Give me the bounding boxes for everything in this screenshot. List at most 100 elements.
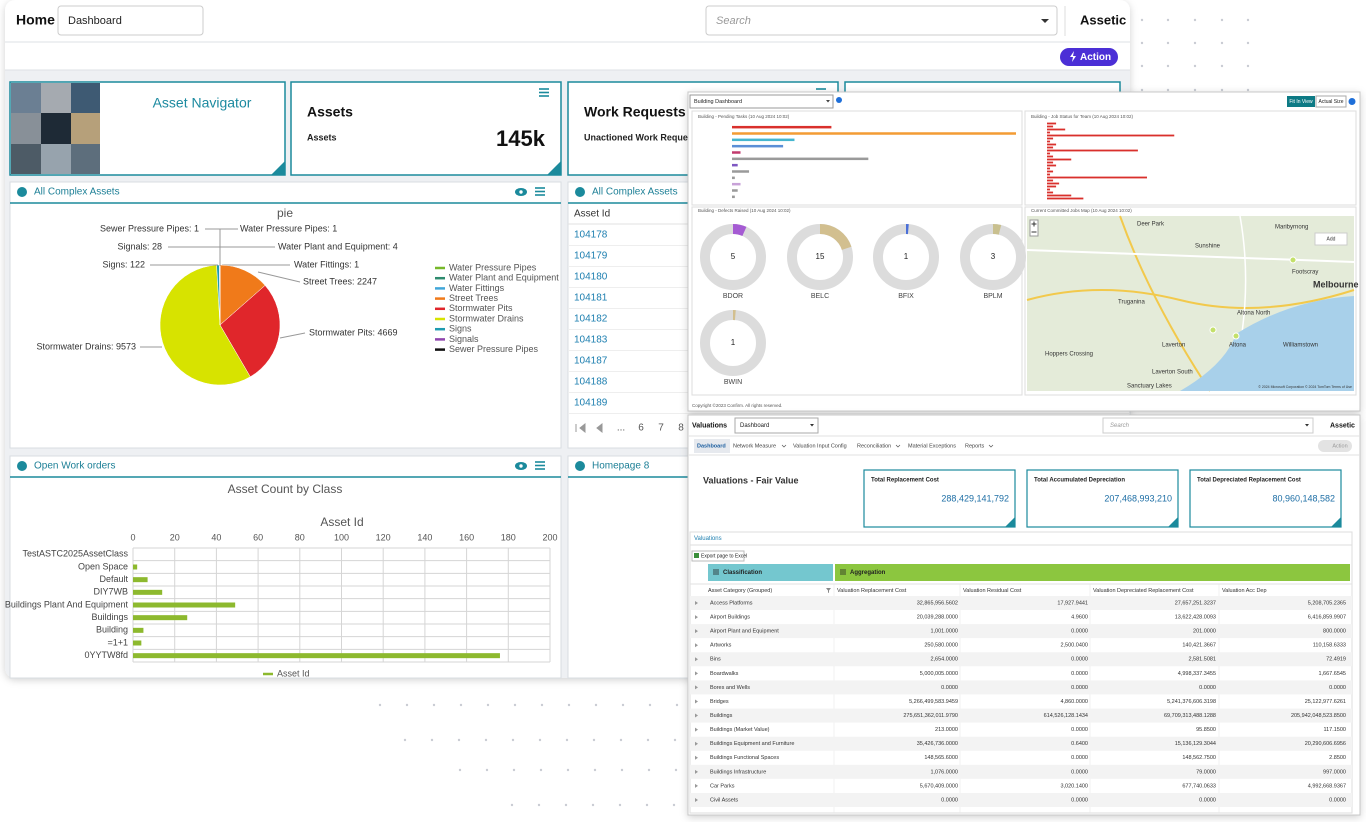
expand-icon (695, 615, 698, 620)
column-header: Valuation Residual Cost (963, 588, 1022, 594)
y-tick-label: 0YYTW8fd (84, 650, 128, 660)
asset-link[interactable]: 104189 (574, 398, 608, 409)
decor-dot (591, 803, 595, 807)
map-place: Sanctuary Lakes (1127, 384, 1172, 390)
legend-label[interactable]: Street Trees (449, 293, 499, 303)
chevron (895, 444, 901, 448)
x-tick-label: 20 (170, 532, 180, 542)
dashboard-select[interactable] (57, 5, 204, 36)
legend-label[interactable]: Signals (449, 334, 479, 344)
nav-tab[interactable]: Valuation Input Config (793, 443, 847, 449)
search-box[interactable] (1102, 417, 1314, 434)
pie-slice (219, 285, 281, 378)
map-pin (1232, 332, 1240, 340)
asset-link[interactable]: 104181 (574, 293, 608, 304)
bar (1047, 191, 1054, 194)
nav-tab[interactable]: Material Exceptions (908, 443, 956, 449)
home-link[interactable]: Home (16, 12, 55, 28)
bar (1047, 146, 1054, 149)
decor-dot (1140, 18, 1144, 22)
add-button[interactable] (1314, 232, 1348, 246)
table-cell: Buildings (Market Value) (710, 727, 770, 733)
dashboard-select[interactable] (734, 417, 819, 434)
donut-arc (732, 224, 747, 237)
legend-label[interactable]: Water Plant and Equipment (449, 273, 559, 283)
bar (732, 125, 832, 129)
kpi-title: Total Replacement Cost (871, 478, 939, 484)
navigator-image (71, 113, 100, 144)
table-cell: 5,241,376,606.3198 (1167, 699, 1216, 705)
data-label: Water Fittings: 1 (294, 259, 359, 269)
table-cell: 35,426,736.0000 (917, 741, 958, 747)
table-cell: Buildings Infrastructure (710, 769, 766, 775)
legend-label[interactable]: Signs (449, 324, 472, 334)
decor-dot (675, 703, 679, 707)
brand: Assetic (1080, 12, 1126, 27)
bar (1047, 149, 1138, 152)
table-cell: Car Parks (710, 783, 735, 789)
table-cell: 32,865,956.5602 (917, 600, 958, 606)
nav-tab[interactable]: Dashboard (697, 443, 726, 449)
asset-link[interactable]: 104180 (574, 272, 608, 283)
data-label: Signs: 122 (102, 259, 145, 269)
bar (1047, 197, 1084, 200)
table-cell: 72.4919 (1326, 657, 1346, 663)
dashboard-select[interactable] (689, 94, 834, 109)
actual-size-button[interactable] (1315, 95, 1347, 108)
asset-link[interactable]: 104183 (574, 335, 608, 346)
map-place: Deer Park (1137, 222, 1165, 228)
donut-label: BWIN (724, 379, 742, 386)
app-title: Valuations (692, 422, 727, 429)
legend-label[interactable]: Water Fittings (449, 283, 505, 293)
nav-tab[interactable]: Network Measure (733, 443, 776, 449)
asset-link[interactable]: 104178 (574, 230, 608, 241)
navigator-image (41, 144, 71, 174)
y-tick-label: TestASTC2025AssetClass (22, 549, 128, 559)
decor-dot (645, 803, 649, 807)
decor-dot (646, 738, 650, 742)
legend-label[interactable]: Water Pressure Pipes (449, 262, 537, 272)
action-button[interactable] (1060, 48, 1118, 66)
bar (1047, 176, 1147, 179)
nav-tab[interactable]: Reports (965, 443, 985, 449)
page-link[interactable]: 7 (658, 423, 664, 434)
table-cell: Access Platforms (710, 600, 753, 606)
page-link[interactable]: 8 (678, 423, 684, 434)
table-cell: 27,657,251.3237 (1175, 600, 1216, 606)
table-cell: 213.0000 (935, 727, 958, 733)
map-road (1026, 289, 1355, 309)
map-place: Hoppers Crossing (1045, 352, 1093, 358)
fit-button[interactable] (1287, 96, 1315, 107)
row-band (690, 792, 1352, 807)
page-link[interactable]: 6 (638, 423, 644, 434)
asset-link[interactable]: 104179 (574, 251, 608, 262)
decor-dot (1166, 18, 1170, 22)
tile-title[interactable]: Asset Navigator (153, 95, 252, 111)
export-button[interactable] (691, 550, 745, 562)
section-tab: Valuations (694, 536, 722, 542)
legend-label[interactable]: Stormwater Drains (449, 313, 524, 323)
page-link[interactable]: ... (617, 423, 625, 434)
panel-icon (17, 461, 27, 471)
table-cell: 1,667.6545 (1318, 671, 1346, 677)
asset-link[interactable]: 104188 (574, 377, 608, 388)
table-cell: 205,942,048,523.8500 (1291, 713, 1346, 719)
legend-label[interactable]: Asset Id (277, 668, 310, 678)
tile-corner (1005, 517, 1015, 527)
bar (1047, 182, 1060, 185)
kpi-value: 207,468,993,210 (1104, 493, 1172, 503)
help-icon (836, 97, 842, 103)
map-road (1026, 249, 1355, 263)
action-button[interactable] (1318, 440, 1352, 452)
nav-tab[interactable]: Reconciliation (857, 443, 891, 449)
table-cell: 5,208,705.2365 (1308, 600, 1346, 606)
legend-label[interactable]: Stormwater Pits (449, 303, 513, 313)
legend-label[interactable]: Sewer Pressure Pipes (449, 344, 539, 354)
zoom-control[interactable] (1029, 219, 1039, 237)
search-box[interactable] (705, 5, 1058, 36)
chart-title: Building - Defects Raised (10 Aug 2024 1… (698, 208, 791, 213)
asset-link[interactable]: 104182 (574, 314, 608, 325)
asset-link[interactable]: 104187 (574, 356, 608, 367)
